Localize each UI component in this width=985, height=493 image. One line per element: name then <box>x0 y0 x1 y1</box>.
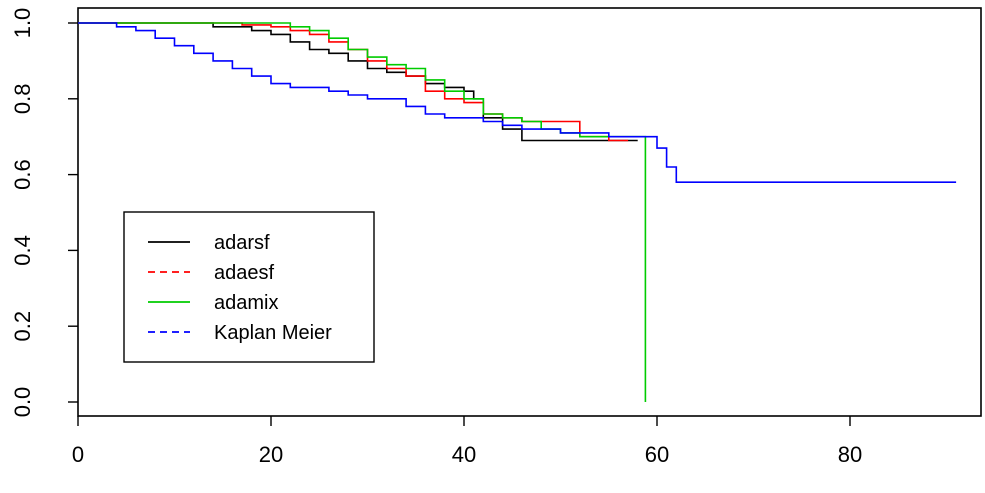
x-tick-label-1: 20 <box>259 442 283 467</box>
x-tick-label-0: 0 <box>72 442 84 467</box>
y-tick-label-3: 0.6 <box>10 159 35 190</box>
legend-box <box>123 211 375 363</box>
legend-label-3: Kaplan Meier <box>214 322 332 344</box>
x-tick-label-4: 80 <box>838 442 862 467</box>
legend-label-1: adaesf <box>214 262 274 284</box>
legend-label-2: adamix <box>214 292 278 314</box>
legend: adarsf adaesf adamix Kaplan Meier <box>123 211 375 363</box>
y-tick-label-0: 0.0 <box>10 387 35 418</box>
x-tick-label-3: 60 <box>645 442 669 467</box>
y-tick-label-2: 0.4 <box>10 235 35 266</box>
y-tick-label-4: 0.8 <box>10 84 35 115</box>
series-line-adaesf <box>78 22 629 142</box>
y-tick-label-1: 0.2 <box>10 311 35 342</box>
axes-layer: 0 20 40 60 80 0.0 0.2 0.4 0.6 0.8 1.0 <box>10 8 862 467</box>
plot-frame <box>77 7 982 417</box>
series-line-kaplan-meier <box>78 22 957 183</box>
series-layer <box>78 22 957 402</box>
x-tick-label-2: 40 <box>452 442 476 467</box>
series-line-adarsf <box>78 22 638 142</box>
legend-label-0: adarsf <box>214 232 270 254</box>
y-tick-label-5: 1.0 <box>10 8 35 39</box>
